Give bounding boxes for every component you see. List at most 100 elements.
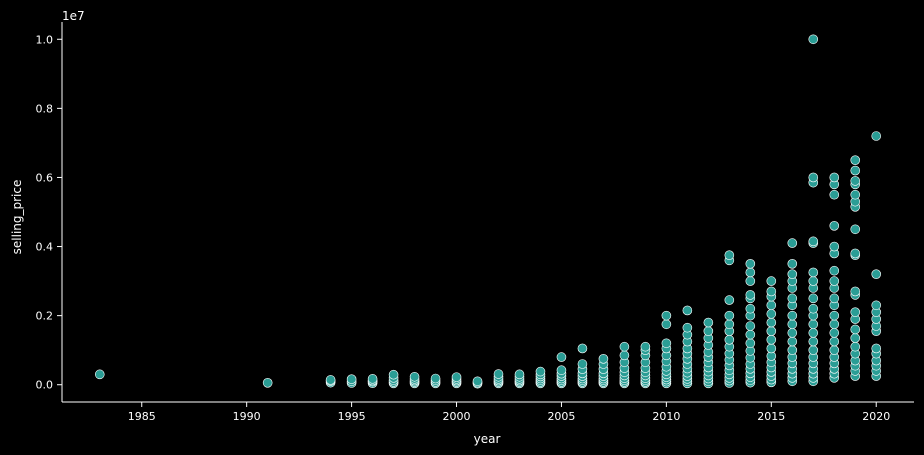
data-point	[829, 221, 840, 231]
x-tick-label: 2005	[547, 410, 575, 423]
data-point	[724, 250, 735, 260]
data-point	[787, 345, 798, 355]
data-point	[745, 338, 756, 349]
data-point	[850, 333, 861, 343]
data-point	[745, 267, 756, 278]
y-tick-label: 0.6	[36, 171, 54, 184]
plot-area	[94, 34, 882, 389]
data-point	[766, 286, 777, 297]
data-point	[871, 300, 882, 311]
data-point	[619, 341, 630, 352]
data-point	[745, 321, 756, 331]
x-tick-label: 1990	[233, 410, 261, 423]
data-point	[808, 267, 819, 278]
data-point	[787, 269, 798, 279]
data-point	[556, 352, 567, 362]
data-point	[493, 369, 504, 379]
data-point	[430, 373, 441, 384]
data-point	[808, 345, 819, 355]
data-point	[871, 343, 882, 354]
data-point	[808, 303, 819, 314]
data-point	[262, 378, 273, 388]
y-tick-label: 0.2	[36, 310, 54, 323]
data-point	[850, 155, 861, 165]
y-axis-label: selling_price	[10, 180, 24, 255]
data-point	[850, 165, 861, 176]
data-point	[766, 276, 777, 286]
data-point	[787, 328, 798, 338]
data-point	[787, 336, 798, 347]
data-point	[850, 286, 861, 297]
data-point	[556, 365, 567, 376]
data-point	[808, 236, 819, 247]
data-point	[598, 354, 609, 364]
data-point	[682, 305, 693, 316]
data-point	[850, 341, 861, 352]
data-point	[808, 328, 819, 338]
data-point	[808, 172, 819, 183]
x-tick-label: 2015	[757, 410, 785, 423]
x-tick-label: 2020	[862, 410, 890, 423]
x-axis-label: year	[474, 432, 501, 446]
data-point	[871, 269, 882, 279]
data-point	[808, 336, 819, 347]
data-point	[661, 310, 672, 321]
y-tick-label: 1.0	[36, 33, 54, 46]
data-point	[766, 300, 777, 311]
data-point	[619, 350, 630, 361]
data-point	[388, 369, 399, 380]
data-point	[850, 224, 861, 235]
data-point	[766, 326, 777, 336]
data-point	[829, 328, 840, 338]
data-point	[808, 276, 819, 286]
data-point	[850, 176, 861, 186]
data-point	[745, 329, 756, 340]
data-point	[325, 375, 336, 385]
data-point	[850, 307, 861, 317]
data-point	[787, 259, 798, 269]
data-point	[766, 343, 777, 354]
data-point	[808, 319, 819, 330]
data-point	[724, 310, 735, 321]
data-point	[787, 310, 798, 321]
data-point	[682, 322, 693, 333]
data-point	[745, 259, 756, 269]
data-point	[787, 319, 798, 330]
data-point	[745, 290, 756, 300]
data-point	[703, 326, 714, 336]
data-point	[451, 372, 462, 382]
data-point	[850, 189, 861, 200]
y-axis: 0.0 0.2 0.4 0.6 0.8 1.0	[36, 22, 63, 402]
data-point	[535, 366, 546, 377]
x-tick-label: 2010	[652, 410, 680, 423]
data-point	[829, 345, 840, 355]
data-point	[787, 293, 798, 304]
x-tick-label: 1995	[338, 410, 366, 423]
data-point	[514, 369, 525, 380]
data-point	[829, 336, 840, 347]
data-point	[745, 276, 756, 286]
y-axis-offset-label: 1e7	[62, 9, 85, 23]
data-point	[829, 172, 840, 183]
data-point	[367, 374, 378, 384]
data-point	[808, 293, 819, 304]
data-point	[409, 371, 420, 382]
data-point	[850, 248, 861, 259]
x-tick-label: 2000	[443, 410, 471, 423]
data-point	[829, 293, 840, 304]
data-point	[829, 276, 840, 286]
data-point	[724, 319, 735, 330]
data-point	[871, 131, 882, 141]
data-point	[472, 376, 483, 387]
data-point	[661, 319, 672, 330]
data-point	[850, 324, 861, 335]
data-point	[661, 338, 672, 349]
data-point	[766, 309, 777, 319]
data-point	[829, 241, 840, 252]
data-point	[787, 238, 798, 248]
data-point	[640, 341, 651, 352]
data-point	[724, 295, 735, 305]
data-point	[829, 319, 840, 330]
data-point	[724, 335, 735, 345]
